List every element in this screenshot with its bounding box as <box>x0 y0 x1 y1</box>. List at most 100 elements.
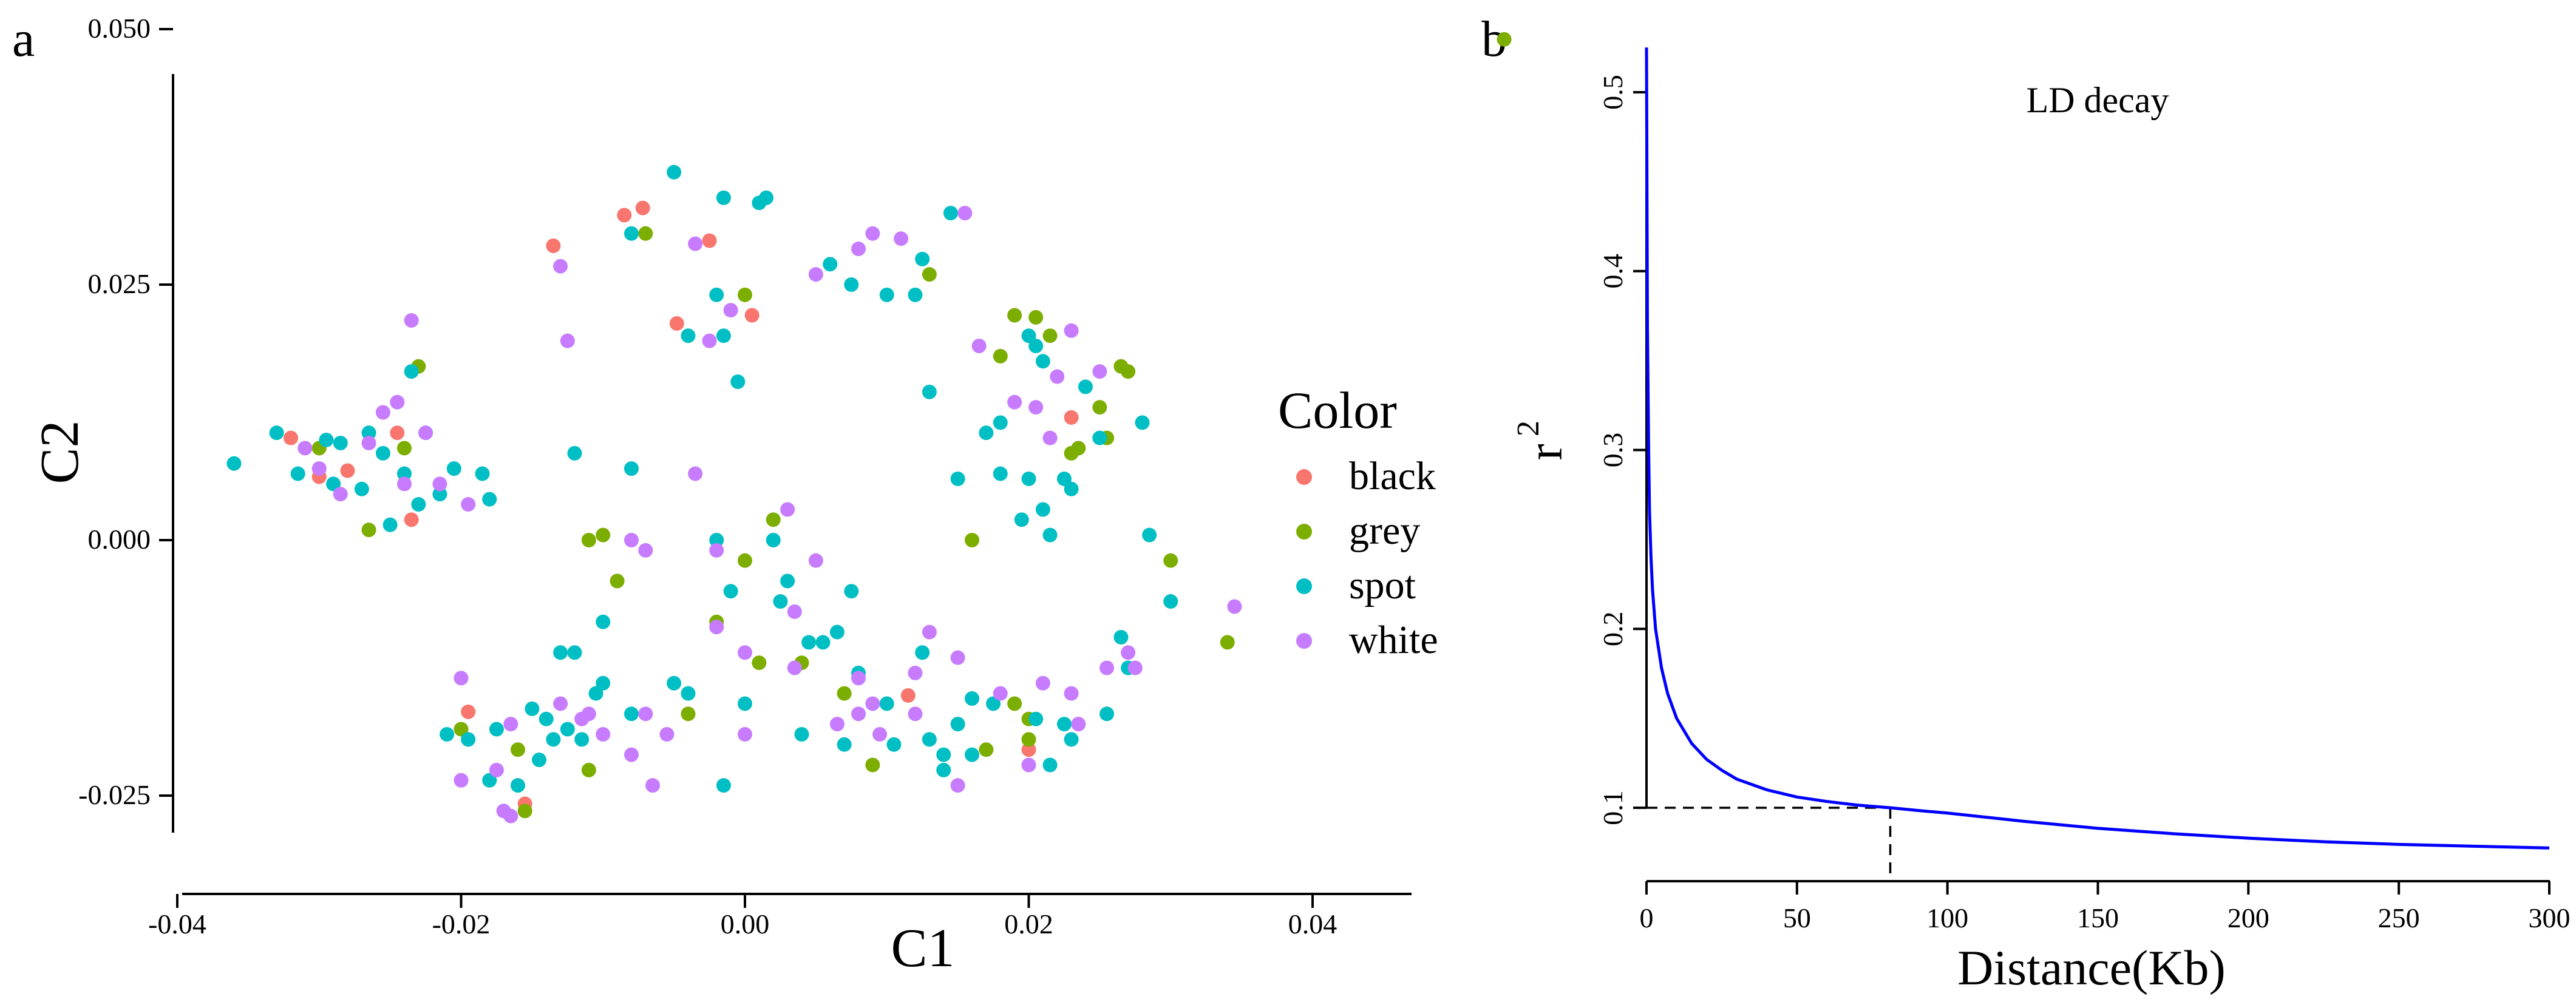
scatter-point-spot <box>375 445 390 461</box>
scatter-point-spot <box>546 732 561 747</box>
scatter-point-spot <box>326 476 341 492</box>
scatter-point-spot <box>965 747 979 762</box>
scatter-point-spot <box>382 517 398 532</box>
scatter-point-spot <box>226 456 242 471</box>
scatter-point-spot <box>1135 415 1150 430</box>
scatter-point-grey <box>738 287 752 302</box>
scatter-point-grey <box>922 267 937 282</box>
scatter-point-white <box>688 236 703 251</box>
scatter-point-spot <box>560 722 575 737</box>
scatter-point-spot <box>269 425 284 441</box>
ld-y-label: r <box>1517 444 1572 460</box>
scatter-point-spot <box>482 492 497 507</box>
scatter-point-white <box>333 487 348 502</box>
scatter-point-spot <box>624 461 639 476</box>
scatter-point-spot <box>525 701 540 716</box>
scatter-point-spot <box>879 696 894 711</box>
scatter-y-tick-label: 0.000 <box>88 524 151 555</box>
scatter-point-white <box>829 717 845 732</box>
scatter-point-spot <box>922 384 937 399</box>
scatter-point-black <box>284 430 298 445</box>
scatter-point-spot <box>1064 481 1079 496</box>
ld-decay-plot: 0.1 0.2 0.3 0.4 0.5 0 50 100 150 200 250 300 LD de… <box>1511 47 2571 995</box>
scatter-point-spot <box>829 624 845 640</box>
scatter-point-grey <box>1028 310 1044 325</box>
scatter-point-spot <box>361 425 376 441</box>
scatter-point-grey <box>638 226 653 241</box>
scatter-point-white <box>851 242 866 257</box>
scatter-point-spot <box>716 328 731 343</box>
scatter-point-white <box>702 333 717 348</box>
scatter-point-spot <box>432 487 447 502</box>
scatter-point-spot <box>844 277 859 292</box>
scatter-point-spot <box>823 257 838 272</box>
scatter-point-spot <box>716 778 731 793</box>
scatter-point-white <box>908 706 923 722</box>
ld-x-axis: 0 50 100 150 200 250 300 <box>1640 880 2571 933</box>
scatter-point-spot <box>979 425 994 441</box>
scatter-point-white <box>1021 757 1036 773</box>
legend-label-white: white <box>1349 618 1438 662</box>
scatter-point-spot <box>482 773 497 788</box>
scatter-point-white <box>553 696 568 711</box>
scatter-point-grey <box>681 706 696 722</box>
ld-chart-title: LD decay <box>2027 80 2169 120</box>
scatter-point-spot <box>1056 717 1072 732</box>
scatter-point-white <box>489 762 504 777</box>
scatter-point-spot <box>440 726 455 742</box>
scatter-point-spot <box>1064 732 1079 747</box>
scatter-x-tick-label: 0.04 <box>1288 909 1337 939</box>
scatter-point-white <box>659 726 675 742</box>
scatter-point-spot <box>1028 711 1044 726</box>
scatter-point-spot <box>950 717 965 732</box>
scatter-point-white <box>574 711 590 726</box>
scatter-point-grey <box>517 804 532 819</box>
legend-title: Color <box>1278 381 1397 439</box>
scatter-point-spot <box>780 574 795 589</box>
scatter-point-white <box>1035 675 1050 691</box>
ld-x-tick-label: 50 <box>1783 902 1811 933</box>
scatter-y-axis: -0.025 0.000 0.025 0.050 <box>78 13 174 833</box>
scatter-point-white <box>688 466 703 481</box>
ld-y-label-group: r 2 <box>1511 421 1572 461</box>
scatter-point-spot <box>567 645 582 660</box>
scatter-points <box>226 32 1512 824</box>
scatter-point-white <box>908 665 923 680</box>
scatter-x-tick-label: -0.04 <box>148 909 206 939</box>
scatter-point-spot <box>709 287 724 302</box>
scatter-point-grey <box>1021 732 1036 747</box>
scatter-point-spot <box>461 732 476 747</box>
ld-y-tick-label: 0.4 <box>1597 254 1628 289</box>
scatter-point-grey <box>581 533 596 547</box>
scatter-point-spot <box>801 635 817 650</box>
scatter-point-black <box>546 239 561 254</box>
scatter-point-spot <box>1035 354 1050 369</box>
ld-y-label-superscript: 2 <box>1511 421 1546 436</box>
scatter-point-white <box>1227 599 1242 614</box>
scatter-point-white <box>397 476 412 492</box>
ld-x-tick-label: 200 <box>2228 902 2269 933</box>
legend-key-spot <box>1296 578 1312 594</box>
scatter-point-white <box>971 339 987 354</box>
ld-threshold-dashed-lines <box>1647 807 1892 881</box>
scatter-point-white <box>922 624 937 640</box>
scatter-point-white <box>454 671 469 686</box>
scatter-y-tick-label: 0.025 <box>88 268 151 299</box>
scatter-point-white <box>638 543 653 558</box>
ld-x-tick-label: 100 <box>1926 902 1968 933</box>
scatter-point-spot <box>574 732 590 747</box>
ld-x-tick-label: 300 <box>2529 902 2571 933</box>
scatter-point-spot <box>1021 471 1036 486</box>
scatter-point-grey <box>361 523 376 538</box>
scatter-point-grey <box>1220 635 1235 650</box>
scatter-point-spot <box>730 374 746 389</box>
scatter-x-axis: -0.04 -0.02 0.00 0.02 0.04 <box>148 893 1412 939</box>
scatter-point-white <box>1007 394 1022 410</box>
scatter-point-spot <box>815 635 831 650</box>
scatter-point-white <box>894 231 909 246</box>
scatter-point-white <box>1127 660 1143 675</box>
scatter-point-spot <box>667 675 682 691</box>
legend-label-black: black <box>1349 454 1436 498</box>
scatter-point-white <box>624 747 639 762</box>
